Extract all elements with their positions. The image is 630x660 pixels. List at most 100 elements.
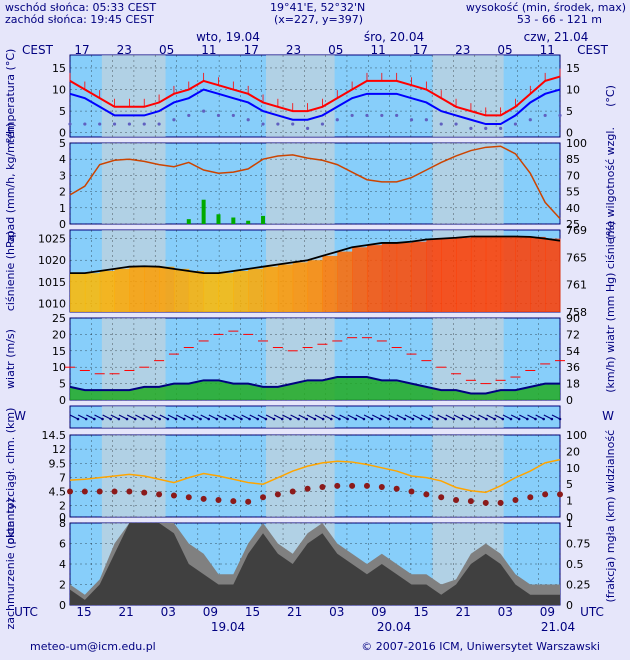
wind-arrow-head <box>264 417 268 421</box>
footer-email[interactable]: meteo-um@icm.edu.pl <box>30 640 156 653</box>
pressure-fill <box>485 236 502 312</box>
cloud-base-dot <box>408 488 415 495</box>
ylabel-left: opad (mm/h, kg/m²/h) <box>4 123 17 244</box>
top-hour-label: 17 <box>244 43 259 57</box>
ytick-right: 100 <box>566 137 587 150</box>
precip-bar <box>186 219 191 224</box>
cloud-base-dot <box>230 498 237 505</box>
pressure-fill <box>500 236 516 312</box>
wind-arrow-head <box>280 417 284 421</box>
wind-arrow-head <box>411 417 415 421</box>
wind-arrow <box>535 414 544 420</box>
wind-arrow <box>94 414 103 420</box>
wind-arrow-head <box>133 417 137 421</box>
pressure-fill <box>263 266 279 312</box>
ytick-left: 8 <box>59 517 66 530</box>
ytick-right: 0.25 <box>566 579 591 592</box>
wind-arrow-head <box>354 417 358 421</box>
pressure-fill <box>203 273 219 312</box>
cloud-area-low <box>70 523 560 605</box>
ytick-left: 4 <box>59 153 66 166</box>
night-band <box>266 435 335 517</box>
dewpoint-line <box>69 88 561 126</box>
wind-arrow-head <box>477 417 480 421</box>
wind-arrow-head <box>248 417 251 421</box>
visibility-line <box>69 458 561 494</box>
wind-arrow-head <box>76 417 80 421</box>
cloud-base-dot <box>319 484 326 491</box>
cloud-base-dot <box>542 491 549 498</box>
wind-arrow-head <box>493 417 496 421</box>
pressure-fill <box>292 262 309 312</box>
ytick-left: 1010 <box>38 297 66 310</box>
top-hour-label: 11 <box>540 43 555 57</box>
wind-arrow <box>298 414 308 420</box>
pressure-fill <box>530 236 546 312</box>
wind-arrow <box>175 414 185 420</box>
wind-arrow-head <box>313 417 317 421</box>
wind-arrow-head <box>452 417 456 421</box>
ytick-right: 100 <box>566 429 587 442</box>
temp-dot <box>395 113 399 118</box>
night-band <box>432 406 504 428</box>
pressure-fill <box>99 271 116 312</box>
wind-arrow <box>429 414 438 420</box>
ytick-right: 18 <box>566 378 580 391</box>
night-band <box>266 406 335 428</box>
cloud-base-dot <box>453 497 460 504</box>
wind-arrow-head <box>501 417 505 421</box>
ylabel-right: (%) wilgotność wzgl. <box>604 127 617 240</box>
wind-arrow-head <box>231 417 235 421</box>
wind-arrow-head <box>526 417 529 421</box>
bottom-hour-label: 03 <box>329 605 344 619</box>
top-hour-label: 23 <box>455 43 470 57</box>
ytick-right: 0 <box>566 394 573 407</box>
wind-arrow-head <box>378 417 382 421</box>
precip-bar <box>261 215 266 224</box>
temp-dot <box>320 122 325 126</box>
ytick-right: 15 <box>566 62 580 75</box>
wind-arrow <box>363 414 373 420</box>
wind-arrow-head <box>84 417 88 421</box>
wind-arrow <box>69 414 79 420</box>
ytick-left: 1020 <box>38 254 66 267</box>
wind-arrow-head <box>517 417 521 421</box>
pressure-fill <box>307 260 323 312</box>
top-day-label: wto, 19.04 <box>196 30 260 44</box>
ytick-left: 1 <box>59 202 66 215</box>
pressure-fill <box>352 247 368 312</box>
top-day-label: czw, 21.04 <box>524 30 589 44</box>
wind-arrow-head <box>403 417 407 421</box>
cloud-base-dot <box>334 482 341 489</box>
cloud-base-dot <box>304 485 311 492</box>
ytick-right: 40 <box>566 202 580 215</box>
temp-dot <box>439 122 443 126</box>
ytick-right: 761 <box>566 279 587 292</box>
winddir-left-label: W <box>14 409 26 423</box>
wind-arrow <box>478 414 487 420</box>
cloud-base-dot <box>245 498 252 505</box>
ytick-right: 0 <box>566 511 573 524</box>
ytick-left: 9.5 <box>49 457 67 470</box>
wind-arrow-head <box>117 417 121 421</box>
wind-arrow-head <box>468 417 472 421</box>
ytick-right: 54 <box>566 345 580 358</box>
wind-arrow-head <box>158 417 161 421</box>
ytick-right: 1 <box>566 517 573 530</box>
temp-dot <box>543 113 547 118</box>
wind-arrow <box>265 414 275 420</box>
wind-arrow <box>233 414 242 420</box>
bottom-day-label: 20.04 <box>377 620 411 634</box>
bottom-hour-label: 15 <box>413 605 428 619</box>
temp-dot <box>261 122 265 126</box>
wind-arrow-head <box>558 417 562 421</box>
wind-arrow-head <box>550 417 554 421</box>
cloud-base-dot <box>200 495 207 502</box>
cloud-base-dot <box>141 489 148 496</box>
temp-dot <box>499 126 503 130</box>
bottom-axis-tz-right: UTC <box>580 605 604 619</box>
ytick-left: 0 <box>59 511 66 524</box>
temp-dot <box>291 122 295 126</box>
bottom-hour-label: 09 <box>371 605 386 619</box>
